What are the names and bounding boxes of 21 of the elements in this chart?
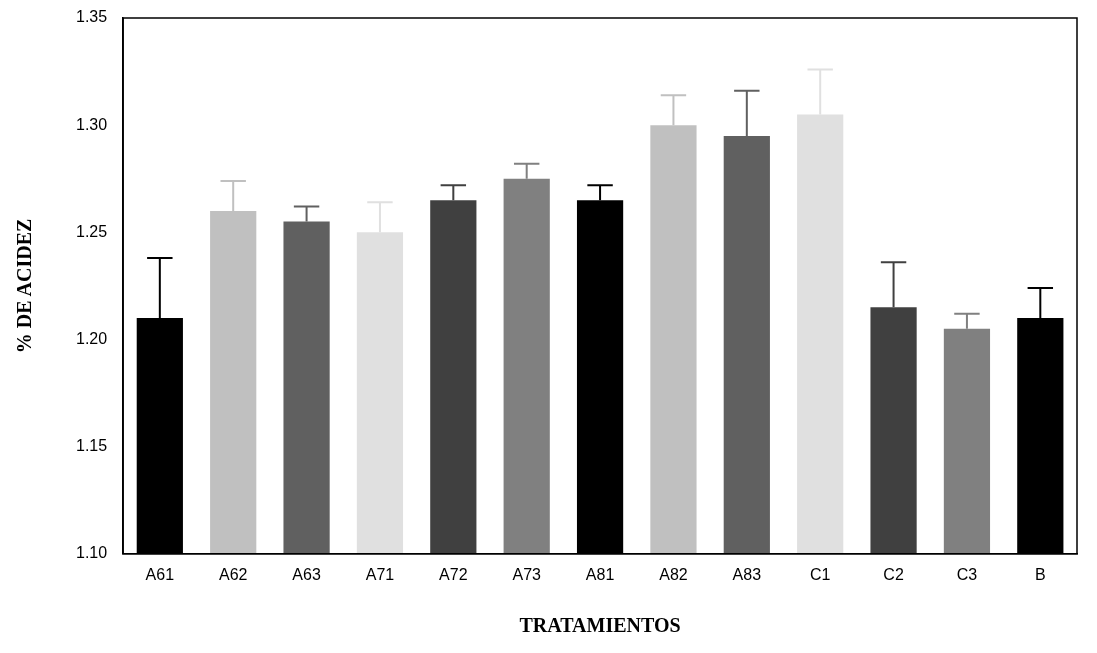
y-tick-label: 1.10	[76, 544, 108, 562]
x-tick-label: C1	[809, 565, 831, 583]
y-tick-label: 1.25	[76, 222, 108, 240]
x-tick-label: A81	[585, 565, 615, 583]
y-axis-title: % DE ACIDEZ	[13, 218, 36, 354]
x-tick-label: A71	[365, 565, 395, 583]
x-tick-label: A73	[512, 565, 542, 583]
x-tick-label: C3	[956, 565, 978, 583]
x-tick-label: A82	[659, 565, 688, 583]
x-tick-label: A62	[218, 565, 248, 583]
x-tick-label: B	[1034, 565, 1046, 583]
y-tick-label: 1.35	[76, 8, 108, 26]
x-tick-label: A83	[732, 565, 762, 583]
x-tick-label: A61	[145, 565, 175, 583]
x-tick-label: C2	[883, 565, 904, 583]
y-tick-label: 1.20	[76, 329, 108, 347]
y-tick-label: 1.15	[76, 437, 108, 455]
x-tick-label: A72	[439, 565, 468, 583]
y-tick-label: 1.30	[76, 115, 108, 133]
x-tick-label: A63	[292, 565, 321, 583]
x-axis-title: TRATAMIENTOS	[519, 614, 681, 637]
